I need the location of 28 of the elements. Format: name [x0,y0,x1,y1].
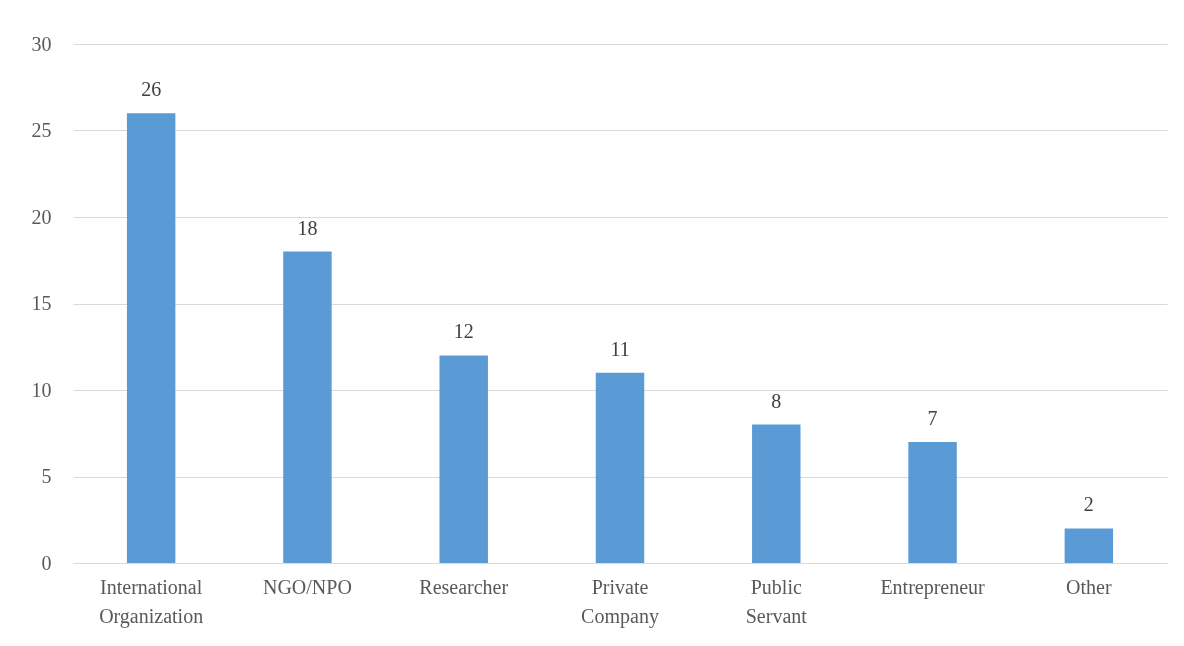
x-tick-label: Researcher [419,575,509,598]
bar [1064,528,1114,563]
x-tick-label: International Organization [99,575,204,628]
y-tick-label: 25 [31,119,52,141]
data-label: 18 [297,216,318,239]
data-label: 12 [453,320,474,343]
y-tick-label: 5 [41,465,52,487]
x-tick-label: Public Servant [745,575,808,627]
x-tick-label: Other [1066,575,1112,598]
y-tick-label: 10 [31,378,52,401]
bar [595,372,645,563]
data-label: 8 [771,389,782,412]
x-tick-label: NGO/NPO [262,575,352,598]
bar [439,355,488,563]
bar [752,424,801,563]
data-label: 26 [141,78,162,101]
bar [908,441,957,563]
x-tick-label: Entrepreneur [880,575,986,599]
y-tick-label: 20 [31,205,52,228]
data-label: 2 [1083,493,1094,516]
bar [283,251,332,563]
x-tick-label: Private Company [581,575,659,628]
y-tick-label: 30 [31,32,52,55]
data-label: 11 [610,337,630,360]
data-label: 7 [927,406,938,429]
bar [126,113,176,563]
y-tick-label: 0 [41,551,52,574]
y-tick-label: 15 [31,292,52,314]
